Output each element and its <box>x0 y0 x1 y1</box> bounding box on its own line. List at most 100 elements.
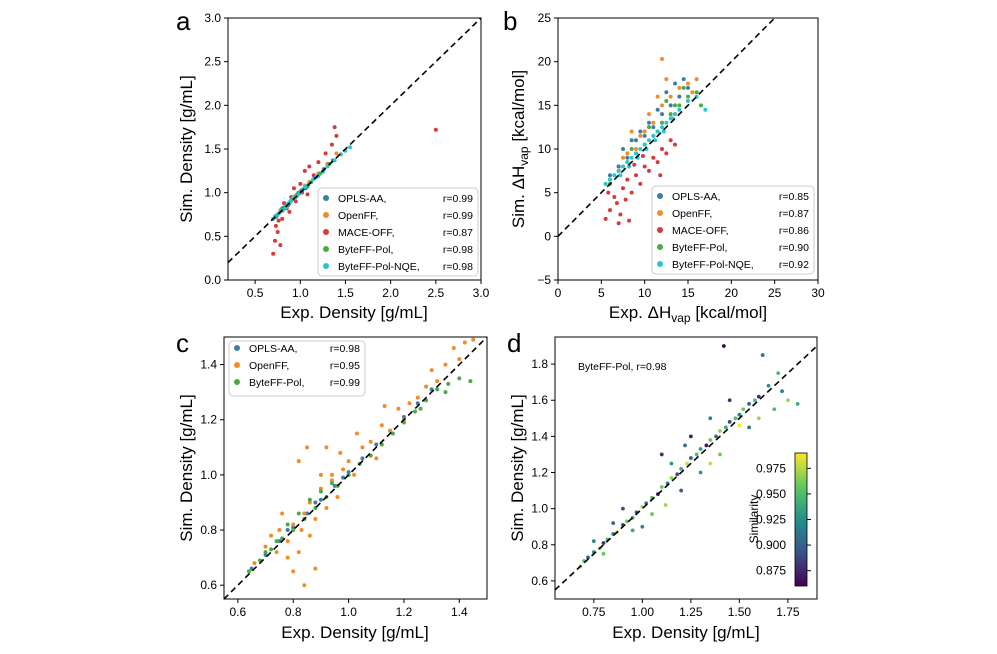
x-tick-label: 1.75 <box>776 605 800 619</box>
data-point <box>664 90 669 95</box>
data-point <box>688 434 693 439</box>
data-point <box>647 138 651 143</box>
data-point <box>694 77 699 82</box>
data-point <box>332 158 337 163</box>
legend-marker <box>657 193 663 199</box>
x-tick-label: 2.5 <box>427 286 444 300</box>
data-point <box>634 151 638 156</box>
y-tick-label: 1.4 <box>531 429 548 443</box>
data-point <box>293 199 298 204</box>
data-point <box>655 160 660 165</box>
legend: OPLS-AA, r=0.99 OpenFF, r=0.99 MACE-OFF, r=0.… <box>317 187 479 277</box>
legend: OPLS-AA, r=0.98 OpenFF, r=0.95 ByteFF-Pol, r=… <box>228 340 366 397</box>
data-point <box>627 218 632 223</box>
data-point <box>591 539 596 544</box>
legend-r-value: r=0.98 <box>443 244 473 256</box>
legend-series-name: OpenFF, <box>338 210 378 222</box>
data-point <box>683 443 687 448</box>
data-point <box>616 164 621 169</box>
data-point <box>677 85 682 90</box>
data-point <box>457 357 462 362</box>
legend-marker <box>234 362 240 368</box>
data-point <box>624 519 629 524</box>
data-point <box>273 223 278 228</box>
data-point <box>647 168 651 173</box>
plot-frame <box>554 336 818 600</box>
data-point <box>621 164 625 169</box>
data-point <box>632 162 637 167</box>
data-point <box>341 467 346 472</box>
data-point <box>756 394 761 399</box>
data-point <box>446 381 451 386</box>
data-point <box>318 486 323 491</box>
data-point <box>621 506 625 511</box>
y-tick-label: 1.8 <box>531 357 548 371</box>
data-point <box>698 447 703 451</box>
legend-marker <box>323 212 329 218</box>
legend-series-name: ByteFF-Pol, <box>672 242 727 254</box>
data-point <box>305 445 310 450</box>
data-point <box>673 142 677 147</box>
data-point <box>347 145 352 150</box>
data-point <box>621 155 625 160</box>
data-point <box>737 412 742 417</box>
data-point <box>681 77 686 82</box>
data-point <box>638 147 643 151</box>
data-point <box>433 127 438 132</box>
data-point <box>285 539 290 544</box>
x-tick-label: 1.0 <box>340 605 357 619</box>
legend-r-value: r=0.92 <box>779 259 809 271</box>
data-point <box>307 533 312 538</box>
data-point <box>766 383 771 388</box>
data-point <box>718 429 722 433</box>
data-point <box>269 533 274 538</box>
x-tick-label: 15 <box>681 286 695 300</box>
data-point <box>601 551 606 556</box>
colorbar-tick-label: 0.900 <box>756 538 786 552</box>
data-point <box>708 461 713 466</box>
data-point <box>677 103 682 108</box>
data-point <box>747 425 751 430</box>
data-point <box>329 478 334 483</box>
data-point <box>625 160 630 165</box>
data-point <box>316 160 321 165</box>
x-tick-label: 1.50 <box>728 605 752 619</box>
y-tick-label: 0 <box>544 229 551 243</box>
data-point <box>634 138 638 143</box>
data-point <box>660 112 664 117</box>
legend-r-value: r=0.99 <box>330 377 360 389</box>
data-point <box>291 569 296 574</box>
y-tick-label: 1.6 <box>531 393 548 407</box>
data-point <box>747 401 751 406</box>
identity-line <box>557 17 776 237</box>
panel-a: a 0.5 1.0 1.5 2.0 2.5 3.0 0.0 0.5 1.0 1.5 2.0 2.5 3.… <box>176 6 490 322</box>
data-point <box>703 107 708 112</box>
data-point <box>278 243 283 248</box>
annotation: ByteFF-Pol, r=0.98 <box>578 361 667 373</box>
legend-r-value: r=0.87 <box>779 208 809 220</box>
data-point <box>698 470 703 475</box>
data-point <box>660 57 664 62</box>
x-axis-label: Exp. Density [g/mL] <box>281 623 428 642</box>
y-tick-label: 0.5 <box>204 229 221 243</box>
legend-marker <box>657 261 663 267</box>
y-tick-label: 0.0 <box>204 273 221 287</box>
data-point <box>673 112 677 117</box>
y-tick-label: 20 <box>538 55 552 69</box>
data-point <box>318 497 323 502</box>
legend-marker <box>234 345 240 351</box>
data-point <box>601 541 606 545</box>
x-tick-label: 5 <box>598 286 605 300</box>
data-point <box>586 555 590 560</box>
data-point <box>298 181 303 186</box>
data-point <box>727 420 732 424</box>
legend: OPLS-AA, r=0.85 OpenFF, r=0.87 MACE-OFF, r=0.… <box>651 185 815 275</box>
data-point <box>651 120 656 125</box>
x-tick-label: 0 <box>555 286 562 300</box>
y-axis-label: Sim. Density [g/mL] <box>177 75 196 222</box>
data-point <box>435 387 440 392</box>
data-point <box>651 155 656 160</box>
data-point <box>271 251 276 256</box>
y-tick-label: 0.8 <box>531 538 548 552</box>
